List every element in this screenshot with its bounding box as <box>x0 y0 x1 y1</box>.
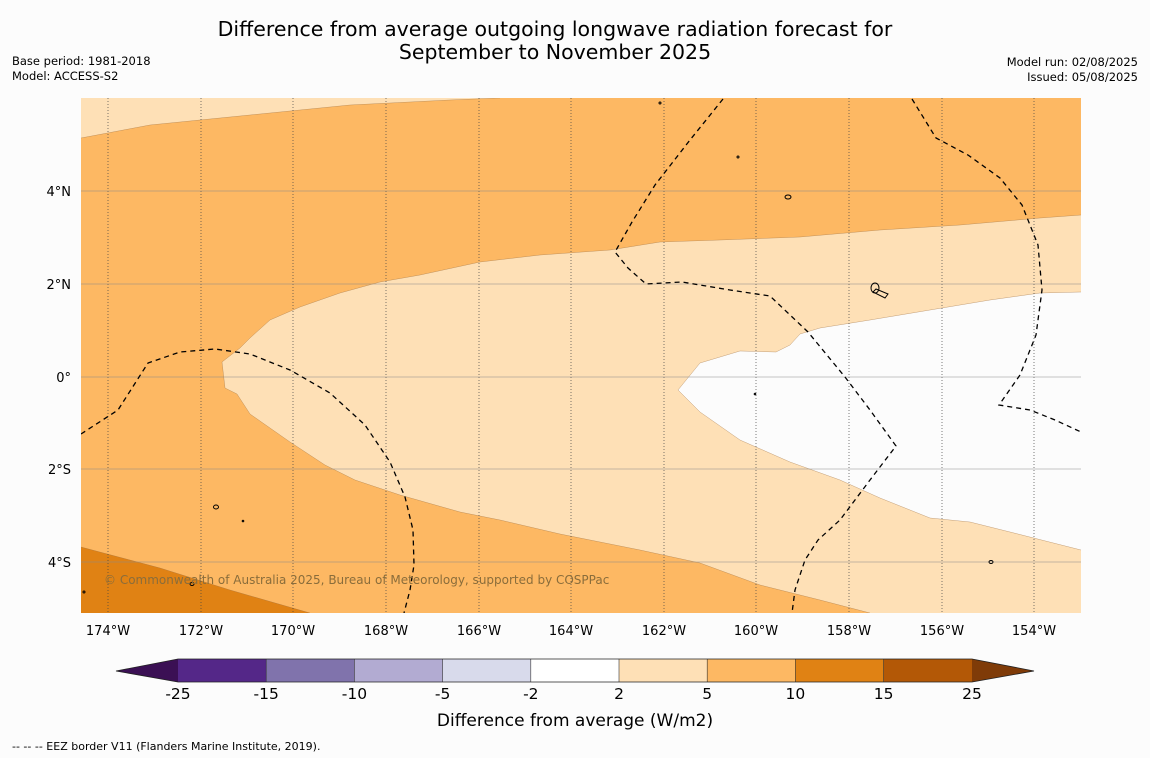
lon-label: 156°W <box>920 624 964 639</box>
colorbar-tick-label: 10 <box>786 685 806 703</box>
map-title-line2: September to November 2025 <box>398 40 712 64</box>
model-text: Model: ACCESS-S2 <box>12 69 119 83</box>
base-period-text: Base period: 1981-2018 <box>12 54 151 68</box>
map-title-line1: Difference from average outgoing longwav… <box>217 17 893 41</box>
colorbar-swatch <box>178 659 267 682</box>
colorbar-tick-label: -25 <box>165 685 190 703</box>
colorbar-swatch <box>442 659 531 682</box>
colorbar-tick-label: -15 <box>254 685 279 703</box>
lat-label: 0° <box>56 371 71 386</box>
info-right: Model run: 02/08/2025 Issued: 05/08/2025 <box>1007 55 1138 85</box>
colorbar-swatch <box>707 659 796 682</box>
colorbar-swatch <box>354 659 443 682</box>
anomaly-band-2-5-northwest <box>81 98 500 138</box>
colorbar-tick-label: -2 <box>523 685 538 703</box>
colorbar-swatch <box>619 659 708 682</box>
colorbar-title: Difference from average (W/m2) <box>437 711 713 731</box>
eez-footnote: -- -- -- EEZ border V11 (Flanders Marine… <box>12 740 321 753</box>
colorbar: -25 -15 -10 -5 -2 2 5 10 15 25 Differenc… <box>115 658 1035 731</box>
colorbar-tick-label: -5 <box>435 685 450 703</box>
lon-label: 158°W <box>827 624 871 639</box>
colorbar-tick-label: 2 <box>614 685 624 703</box>
info-left: Base period: 1981-2018 Model: ACCESS-S2 <box>12 54 151 84</box>
anomaly-band-10-15 <box>81 547 310 613</box>
anomaly-band-neutral <box>678 292 1081 550</box>
lat-label: 4°S <box>48 556 71 571</box>
lon-label: 172°W <box>179 624 223 639</box>
anomaly-band-2-5-central <box>222 215 1081 613</box>
colorbar-extend-low <box>116 659 178 682</box>
lat-label: 2°N <box>47 278 72 293</box>
lon-label: 174°W <box>86 624 130 639</box>
map-title: Difference from average outgoing longwav… <box>180 18 930 64</box>
lat-label: 4°N <box>47 185 72 200</box>
eez-borders <box>81 98 1081 613</box>
colorbar-extend-high <box>972 659 1034 682</box>
longitude-labels: 174°W 172°W 170°W 168°W 166°W 164°W 162°… <box>86 624 1056 639</box>
model-run-text: Model run: 02/08/2025 <box>1006 55 1138 69</box>
issued-text: Issued: 05/08/2025 <box>1027 70 1138 84</box>
colorbar-swatch <box>530 659 619 682</box>
lon-label: 164°W <box>549 624 593 639</box>
map-plot-area: © Commonwealth of Australia 2025, Bureau… <box>81 98 1081 613</box>
colorbar-tick-label: 5 <box>702 685 712 703</box>
colorbar-tick-label: -10 <box>342 685 367 703</box>
lat-label: 2°S <box>48 463 71 478</box>
latitude-labels: 4°N 2°N 0° 2°S 4°S <box>47 185 72 571</box>
islands <box>82 101 994 594</box>
colorbar-swatch <box>795 659 884 682</box>
lon-label: 160°W <box>734 624 778 639</box>
colorbar-swatch <box>266 659 355 682</box>
lon-label: 154°W <box>1012 624 1056 639</box>
colorbar-swatch <box>883 659 972 682</box>
copyright-text: © Commonwealth of Australia 2025, Bureau… <box>104 573 609 587</box>
colorbar-tick-label: 25 <box>962 685 982 703</box>
colorbar-tick-label: 15 <box>874 685 894 703</box>
lon-label: 168°W <box>364 624 408 639</box>
lon-label: 166°W <box>457 624 501 639</box>
lon-label: 170°W <box>271 624 315 639</box>
lon-label: 162°W <box>642 624 686 639</box>
